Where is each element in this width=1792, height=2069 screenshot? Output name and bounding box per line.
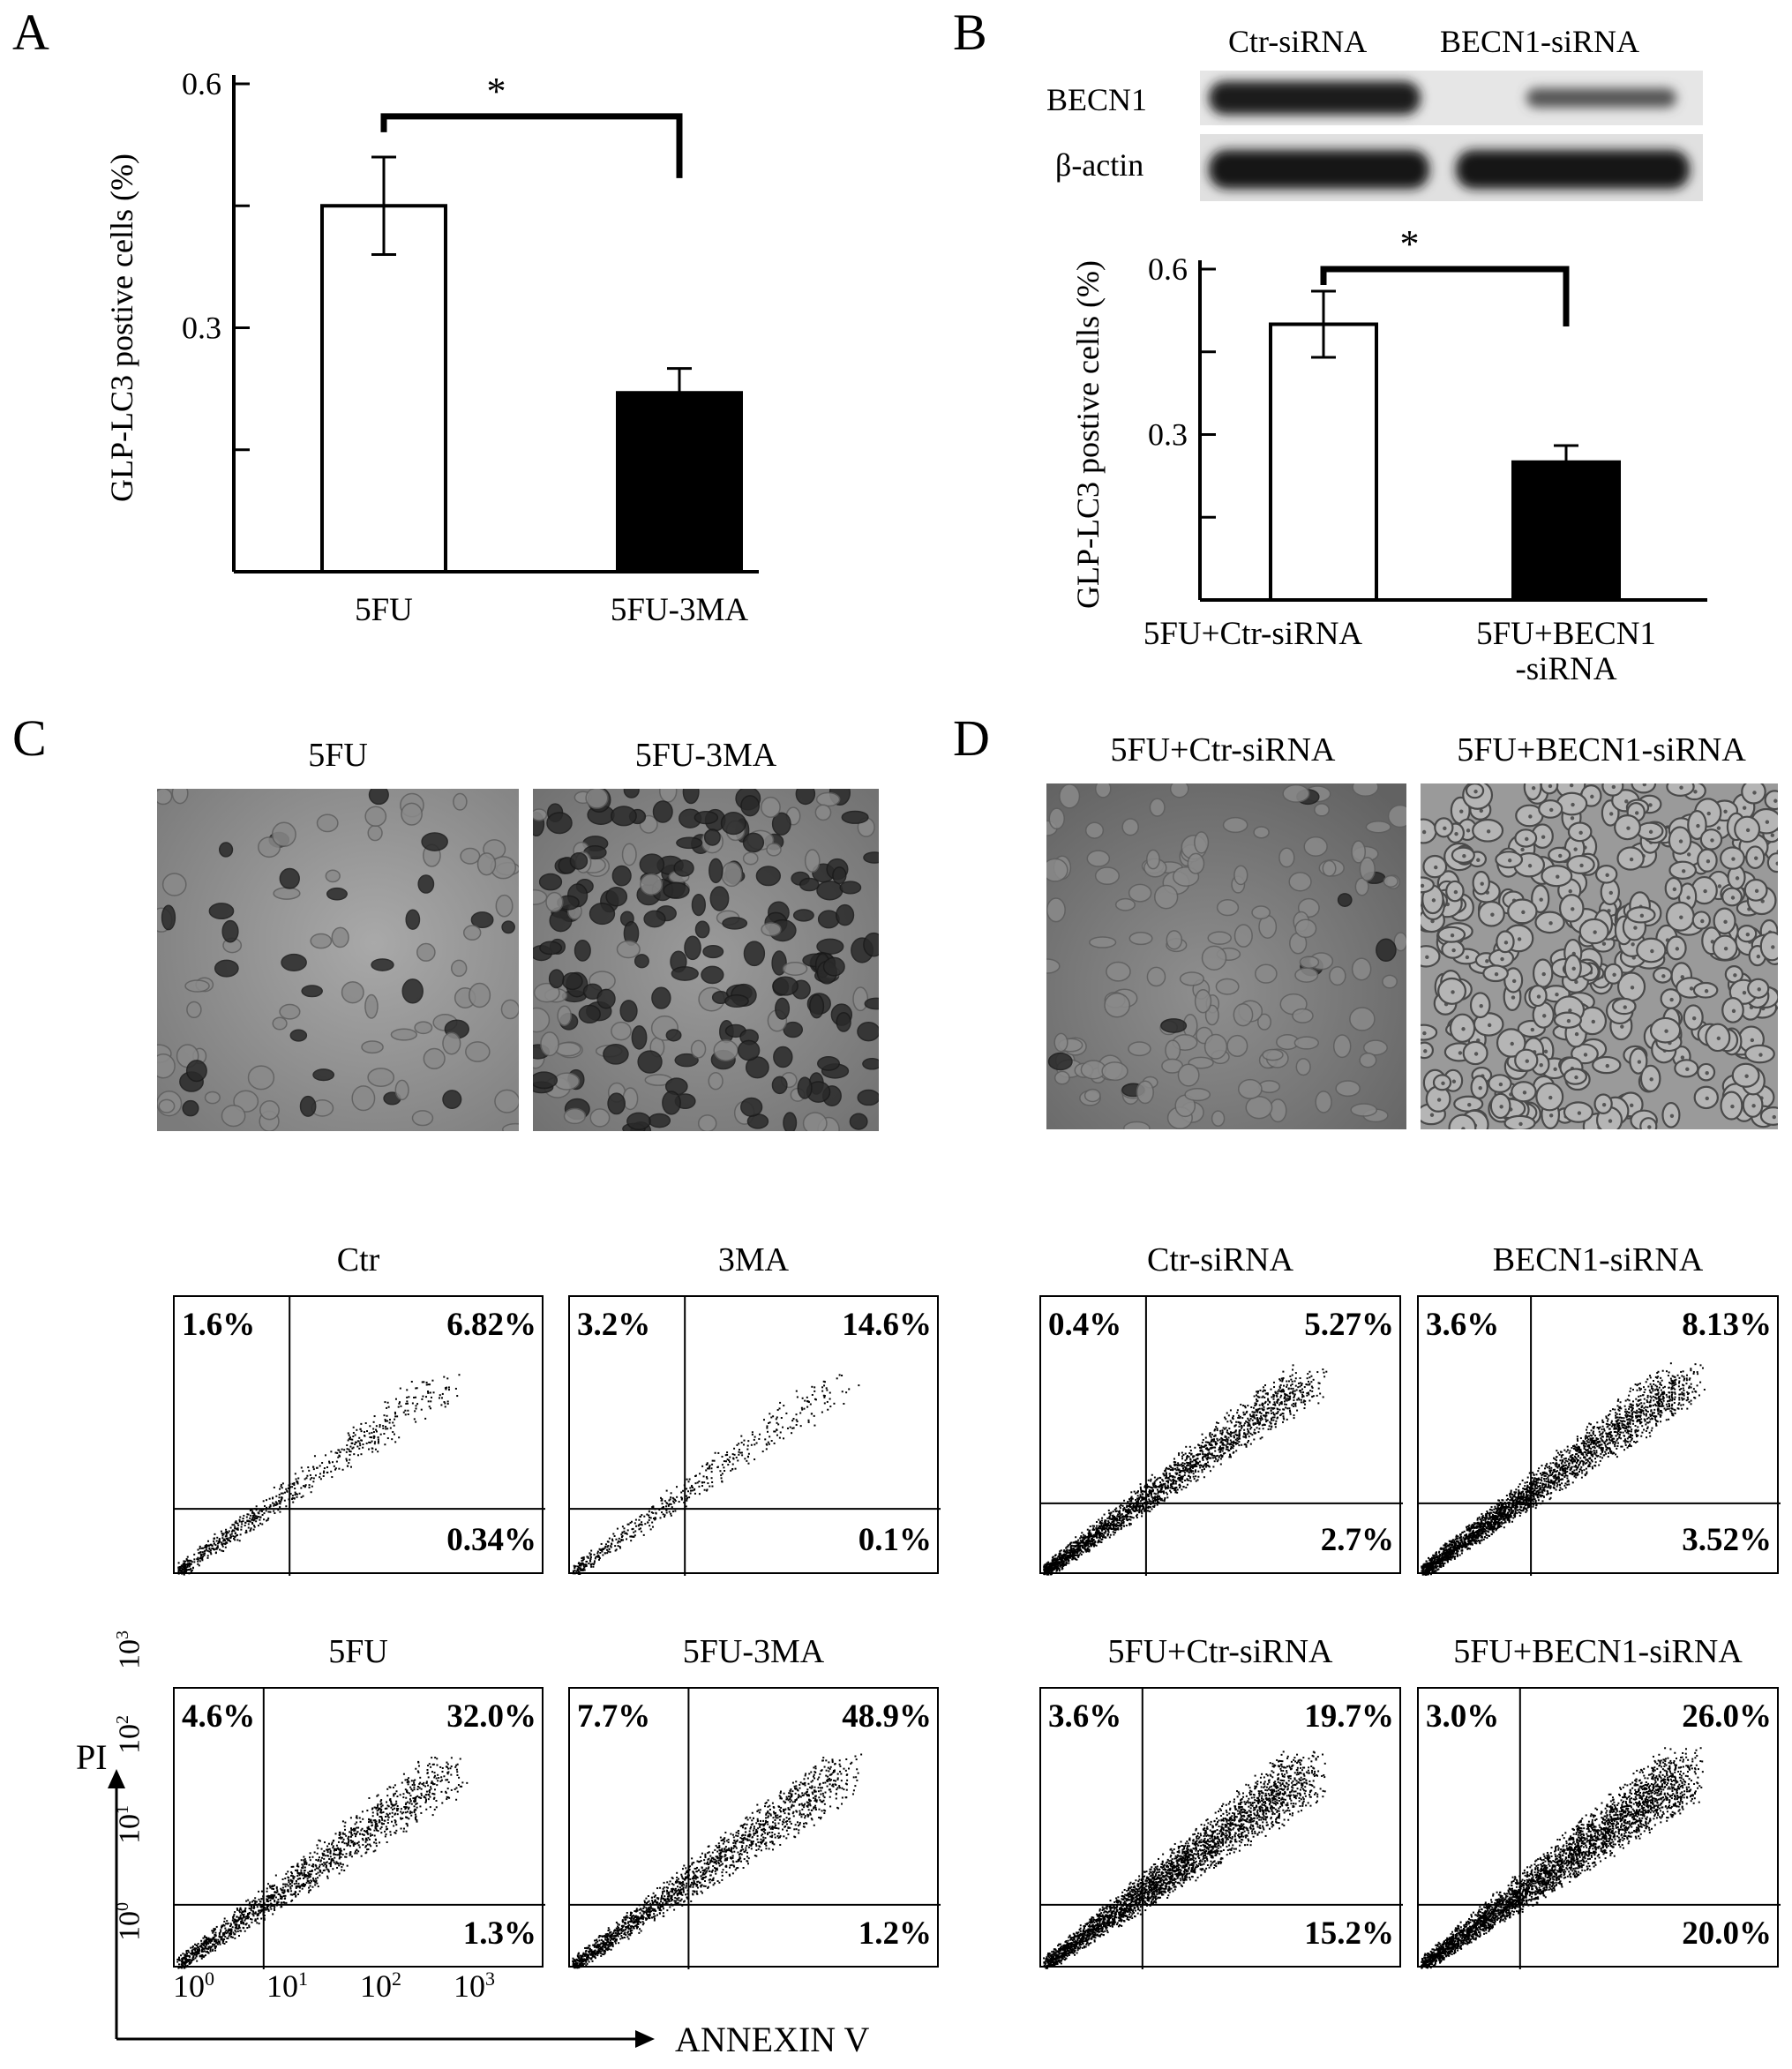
category-label: 5FU+Ctr-siRNA [1143, 616, 1363, 652]
y-axis-label: GLP-LC3 postive cells (%) [104, 154, 139, 502]
quadrant-percentage-ur: 26.0% [1682, 1698, 1772, 1735]
quadrant-percentage-lr: 1.2% [859, 1915, 932, 1953]
flow-plot-title: Ctr-siRNA [1039, 1241, 1401, 1279]
quadrant-percentage-ul: 3.2% [577, 1306, 650, 1344]
flow-axis-arrows [88, 1769, 671, 2069]
image-title-5fu-ctr-sirna: 5FU+Ctr-siRNA [1046, 731, 1399, 769]
y-tick-label: 0.3 [182, 311, 221, 346]
flow-plot-title: 5FU [173, 1632, 544, 1671]
y-tick-label: 0.6 [1148, 251, 1188, 287]
y-axis-label: GLP-LC3 postive cells (%) [1070, 260, 1106, 609]
y-tick-label: 0.6 [182, 66, 221, 101]
blot-row-label-actin: β-actin [1055, 146, 1143, 184]
flow-plot: 3.6% 19.7% 15.2% [1039, 1687, 1401, 1968]
significance-star: * [487, 70, 506, 113]
flow-plot: 3.2% 14.6% 0.1% [568, 1295, 939, 1574]
quadrant-percentage-lr: 15.2% [1304, 1915, 1394, 1953]
quadrant-percentage-ur: 6.82% [446, 1306, 536, 1344]
blot-lane-label-becn1: BECN1-siRNA [1440, 23, 1639, 60]
western-blot-image [1200, 71, 1703, 203]
category-label: -siRNA [1515, 651, 1616, 687]
panel-label-c: C [12, 713, 47, 764]
image-title-5fu: 5FU [157, 736, 519, 775]
quadrant-percentage-ur: 32.0% [446, 1698, 536, 1735]
flow-x-tick-2: 102 [360, 1968, 401, 2005]
flow-y-tick-2: 102 [113, 1715, 146, 1754]
quadrant-percentage-ul: 3.6% [1048, 1698, 1121, 1735]
blot-row-label-becn1: BECN1 [1046, 81, 1147, 118]
flow-plot-title: 3MA [568, 1241, 939, 1279]
flow-plot-title: Ctr [173, 1241, 544, 1279]
quadrant-percentage-ul: 7.7% [577, 1698, 650, 1735]
bar [1271, 325, 1376, 601]
panel-label-b: B [953, 7, 987, 58]
quadrant-percentage-lr: 2.7% [1321, 1521, 1394, 1559]
significance-bracket [1323, 269, 1566, 326]
micrograph-5fu [157, 789, 519, 1131]
quadrant-percentage-ul: 3.0% [1426, 1698, 1499, 1735]
flow-x-tick-3: 103 [454, 1968, 495, 2005]
quadrant-percentage-ur: 19.7% [1304, 1698, 1394, 1735]
flow-plot-title: 5FU+BECN1-siRNA [1417, 1632, 1779, 1671]
image-title-5fu-becn1-sirna: 5FU+BECN1-siRNA [1421, 731, 1782, 769]
flow-plot: 0.4% 5.27% 2.7% [1039, 1295, 1401, 1574]
flow-x-axis-label: ANNEXIN V [675, 2019, 869, 2060]
category-label: 5FU [355, 592, 413, 628]
significance-bracket [384, 116, 679, 178]
quadrant-percentage-ul: 0.4% [1048, 1306, 1121, 1344]
quadrant-percentage-lr: 0.1% [859, 1521, 932, 1559]
flow-plot-title: 5FU+Ctr-siRNA [1039, 1632, 1401, 1671]
panel-label-d: D [953, 713, 990, 764]
bar [618, 393, 741, 572]
quadrant-percentage-ur: 5.27% [1304, 1306, 1394, 1344]
quadrant-percentage-ur: 14.6% [842, 1306, 932, 1344]
significance-star: * [1400, 222, 1420, 266]
category-label: 5FU-3MA [611, 592, 749, 628]
micrograph-5fu-3ma [533, 789, 879, 1131]
category-label: 5FU+BECN1 [1476, 616, 1656, 652]
flow-plot: 3.0% 26.0% 20.0% [1417, 1687, 1779, 1968]
y-tick-label: 0.3 [1148, 417, 1188, 453]
quadrant-percentage-ul: 4.6% [182, 1698, 255, 1735]
quadrant-percentage-lr: 0.34% [446, 1521, 536, 1559]
flow-plot-title: BECN1-siRNA [1417, 1241, 1779, 1279]
flow-y-tick-1: 101 [113, 1805, 146, 1844]
bar-chart-b: 0.3 0.6 GLP-LC3 postive cells (%) 5FU+Ctr-s… [1041, 212, 1792, 706]
quadrant-percentage-ur: 8.13% [1682, 1306, 1772, 1344]
flow-plot: 1.6% 6.82% 0.34% [173, 1295, 544, 1574]
quadrant-percentage-lr: 3.52% [1682, 1521, 1772, 1559]
flow-plot-title: 5FU-3MA [568, 1632, 939, 1671]
quadrant-percentage-ul: 3.6% [1426, 1306, 1499, 1344]
bar [1513, 462, 1619, 600]
quadrant-percentage-ul: 1.6% [182, 1306, 255, 1344]
image-title-5fu-3ma: 5FU-3MA [533, 736, 879, 775]
micrograph-5fu-becn1-sirna [1421, 783, 1778, 1129]
bar-chart-a: 0.3 0.6 GLP-LC3 postive cells (%) 5FU 5FU-3M… [0, 0, 882, 671]
flow-x-tick-0: 100 [173, 1968, 214, 2005]
flow-y-tick-3: 103 [113, 1630, 146, 1669]
blot-lane-label-ctr: Ctr-siRNA [1228, 23, 1367, 60]
micrograph-5fu-ctr-sirna [1046, 783, 1406, 1129]
quadrant-percentage-ur: 48.9% [842, 1698, 932, 1735]
flow-y-tick-0: 100 [113, 1902, 146, 1941]
flow-x-tick-1: 101 [266, 1968, 308, 2005]
bar [322, 206, 446, 572]
quadrant-percentage-lr: 20.0% [1682, 1915, 1772, 1953]
flow-plot: 3.6% 8.13% 3.52% [1417, 1295, 1779, 1574]
